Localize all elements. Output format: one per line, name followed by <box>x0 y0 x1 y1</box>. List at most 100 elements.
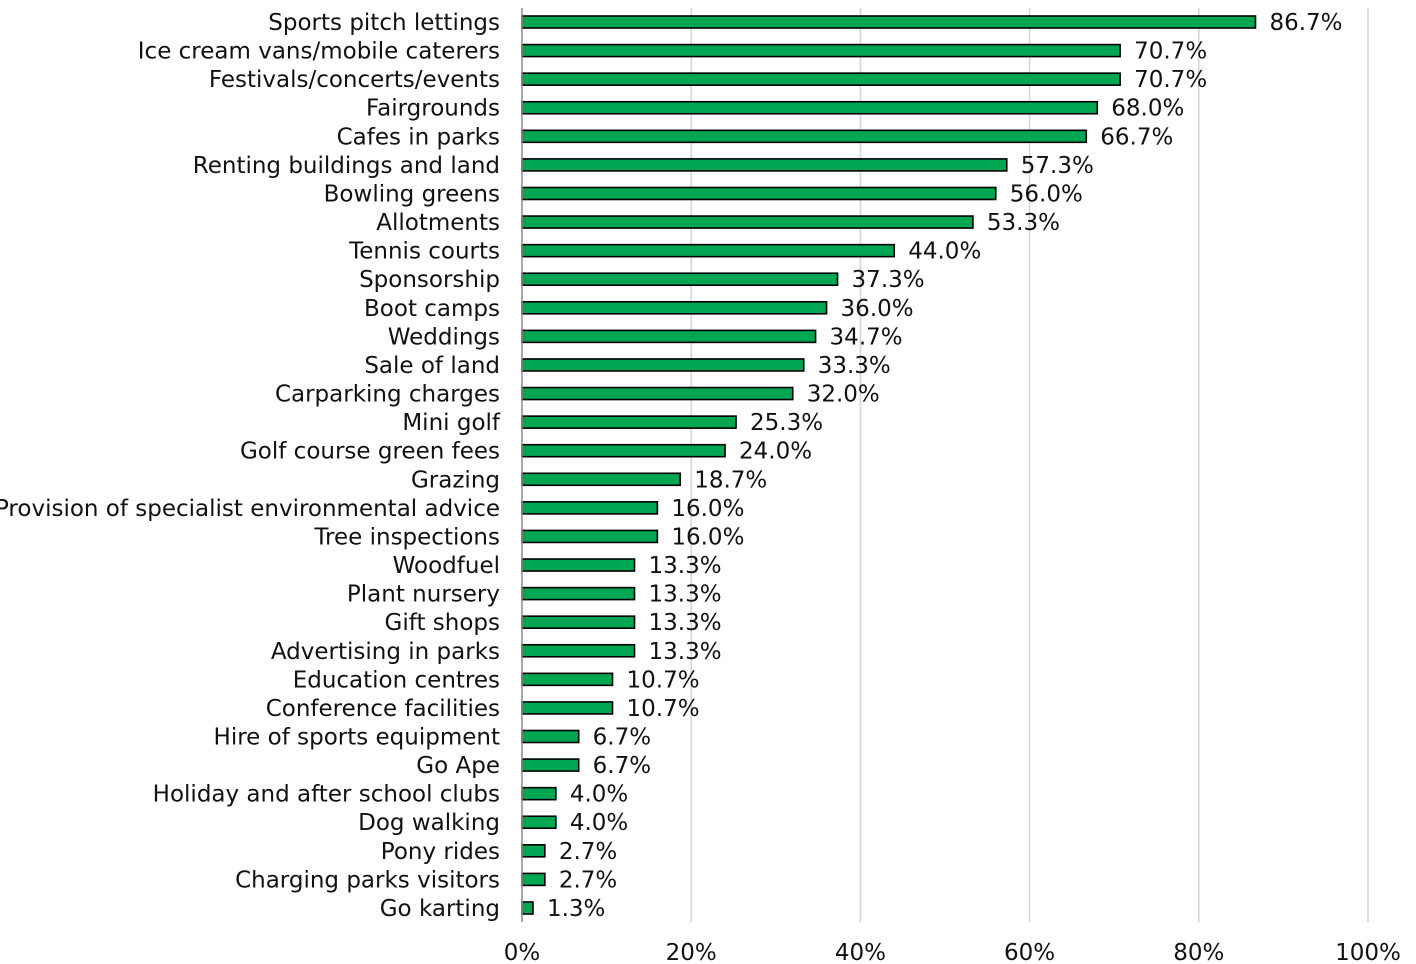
bar <box>521 701 614 715</box>
data-label: 86.7% <box>1269 10 1342 36</box>
bar <box>521 15 1257 29</box>
x-tick-label: 100% <box>1335 940 1401 964</box>
bar <box>521 215 974 229</box>
category-label: Provision of specialist environmental ad… <box>0 496 500 522</box>
data-label: 44.0% <box>908 239 981 265</box>
bar <box>521 300 828 315</box>
category-label: Charging parks visitors <box>235 867 500 893</box>
bar <box>521 558 636 572</box>
data-label: 24.0% <box>739 439 812 465</box>
data-label: 32.0% <box>807 382 880 408</box>
data-label: 70.7% <box>1134 39 1207 65</box>
category-label: Fairgrounds <box>366 96 500 122</box>
category-label: Bowling greens <box>324 181 500 207</box>
data-label: 56.0% <box>1010 181 1083 207</box>
bar <box>521 615 636 629</box>
x-axis-tick-labels: 0% 20% 40% 60% 80% 100% <box>504 940 1401 964</box>
category-label: Go karting <box>380 896 500 922</box>
data-label: 13.3% <box>649 582 722 608</box>
bar <box>521 415 737 429</box>
bar <box>521 844 546 858</box>
bar <box>521 872 546 887</box>
category-label: Go Ape <box>416 753 500 779</box>
bar <box>521 43 1121 58</box>
category-label: Tennis courts <box>348 239 500 265</box>
bar <box>521 586 636 601</box>
data-label: 53.3% <box>987 210 1060 236</box>
x-tick-label: 40% <box>835 940 886 964</box>
category-label: Hire of sports equipment <box>214 725 500 751</box>
bar <box>521 272 839 287</box>
category-label: Boot camps <box>364 296 500 322</box>
category-label: Golf course green fees <box>240 439 500 465</box>
category-label: Tree inspections <box>313 524 500 550</box>
category-label: Conference facilities <box>266 696 500 722</box>
category-label: Allotments <box>376 210 500 236</box>
bar <box>521 329 817 344</box>
bar <box>521 729 580 744</box>
bars <box>521 15 1257 915</box>
category-label: Woodfuel <box>393 553 500 579</box>
bar <box>521 643 636 658</box>
value-labels: 86.7% 70.7%70.7% 68.0%66.7%57.3%56.0% 53.3%… <box>547 10 1343 922</box>
data-label: 2.7% <box>559 839 617 865</box>
data-label: 33.3% <box>818 353 891 379</box>
data-label: 1.3% <box>547 896 605 922</box>
category-label: Pony rides <box>381 839 500 865</box>
data-label: 13.3% <box>649 639 722 665</box>
bar <box>521 186 997 201</box>
x-tick-label: 60% <box>1004 940 1055 964</box>
bar <box>521 443 726 458</box>
bar <box>521 100 1099 115</box>
category-label: Festivals/concerts/events <box>209 67 500 93</box>
category-label: Carparking charges <box>275 382 500 408</box>
bar <box>521 758 580 772</box>
bar <box>521 358 805 372</box>
data-label: 13.3% <box>649 553 722 579</box>
data-label: 66.7% <box>1100 124 1173 150</box>
data-label: 4.0% <box>570 782 628 808</box>
bar <box>521 243 896 258</box>
data-label: 57.3% <box>1021 153 1094 179</box>
category-label: Ice cream vans/mobile caterers <box>138 39 500 65</box>
category-label: Mini golf <box>402 410 501 436</box>
category-label: Holiday and after school clubs <box>153 782 500 808</box>
bar <box>521 501 659 515</box>
category-label: Grazing <box>411 467 500 493</box>
bar <box>521 786 557 801</box>
data-label: 34.7% <box>830 324 903 350</box>
category-label: Renting buildings and land <box>193 153 500 179</box>
data-label: 2.7% <box>559 867 617 893</box>
category-label: Plant nursery <box>347 582 500 608</box>
data-label: 18.7% <box>694 467 767 493</box>
x-tick-label: 0% <box>504 940 541 964</box>
bar <box>521 901 534 915</box>
data-label: 36.0% <box>841 296 914 322</box>
category-label: Sale of land <box>364 353 500 379</box>
bar <box>521 472 682 487</box>
grid-lines <box>690 8 1369 922</box>
data-label: 68.0% <box>1111 96 1184 122</box>
bar <box>521 529 659 544</box>
bar <box>521 386 794 401</box>
data-label: 10.7% <box>627 696 700 722</box>
category-label: Education centres <box>293 667 500 693</box>
category-label: Dog walking <box>358 810 500 836</box>
bar <box>521 129 1088 144</box>
bar <box>521 672 614 687</box>
bar <box>521 815 557 830</box>
category-labels: Sports pitch lettings Ice cream vans/mobi… <box>0 10 501 922</box>
category-label: Sponsorship <box>359 267 500 293</box>
data-label: 6.7% <box>593 753 651 779</box>
category-label: Cafes in parks <box>337 124 500 150</box>
category-label: Advertising in parks <box>271 639 500 665</box>
data-label: 16.0% <box>671 524 744 550</box>
data-label: 6.7% <box>593 725 651 751</box>
category-label: Sports pitch lettings <box>268 10 500 36</box>
data-label: 4.0% <box>570 810 628 836</box>
x-tick-label: 20% <box>666 940 717 964</box>
data-label: 10.7% <box>627 667 700 693</box>
bar <box>521 158 1008 172</box>
bar <box>521 72 1121 86</box>
